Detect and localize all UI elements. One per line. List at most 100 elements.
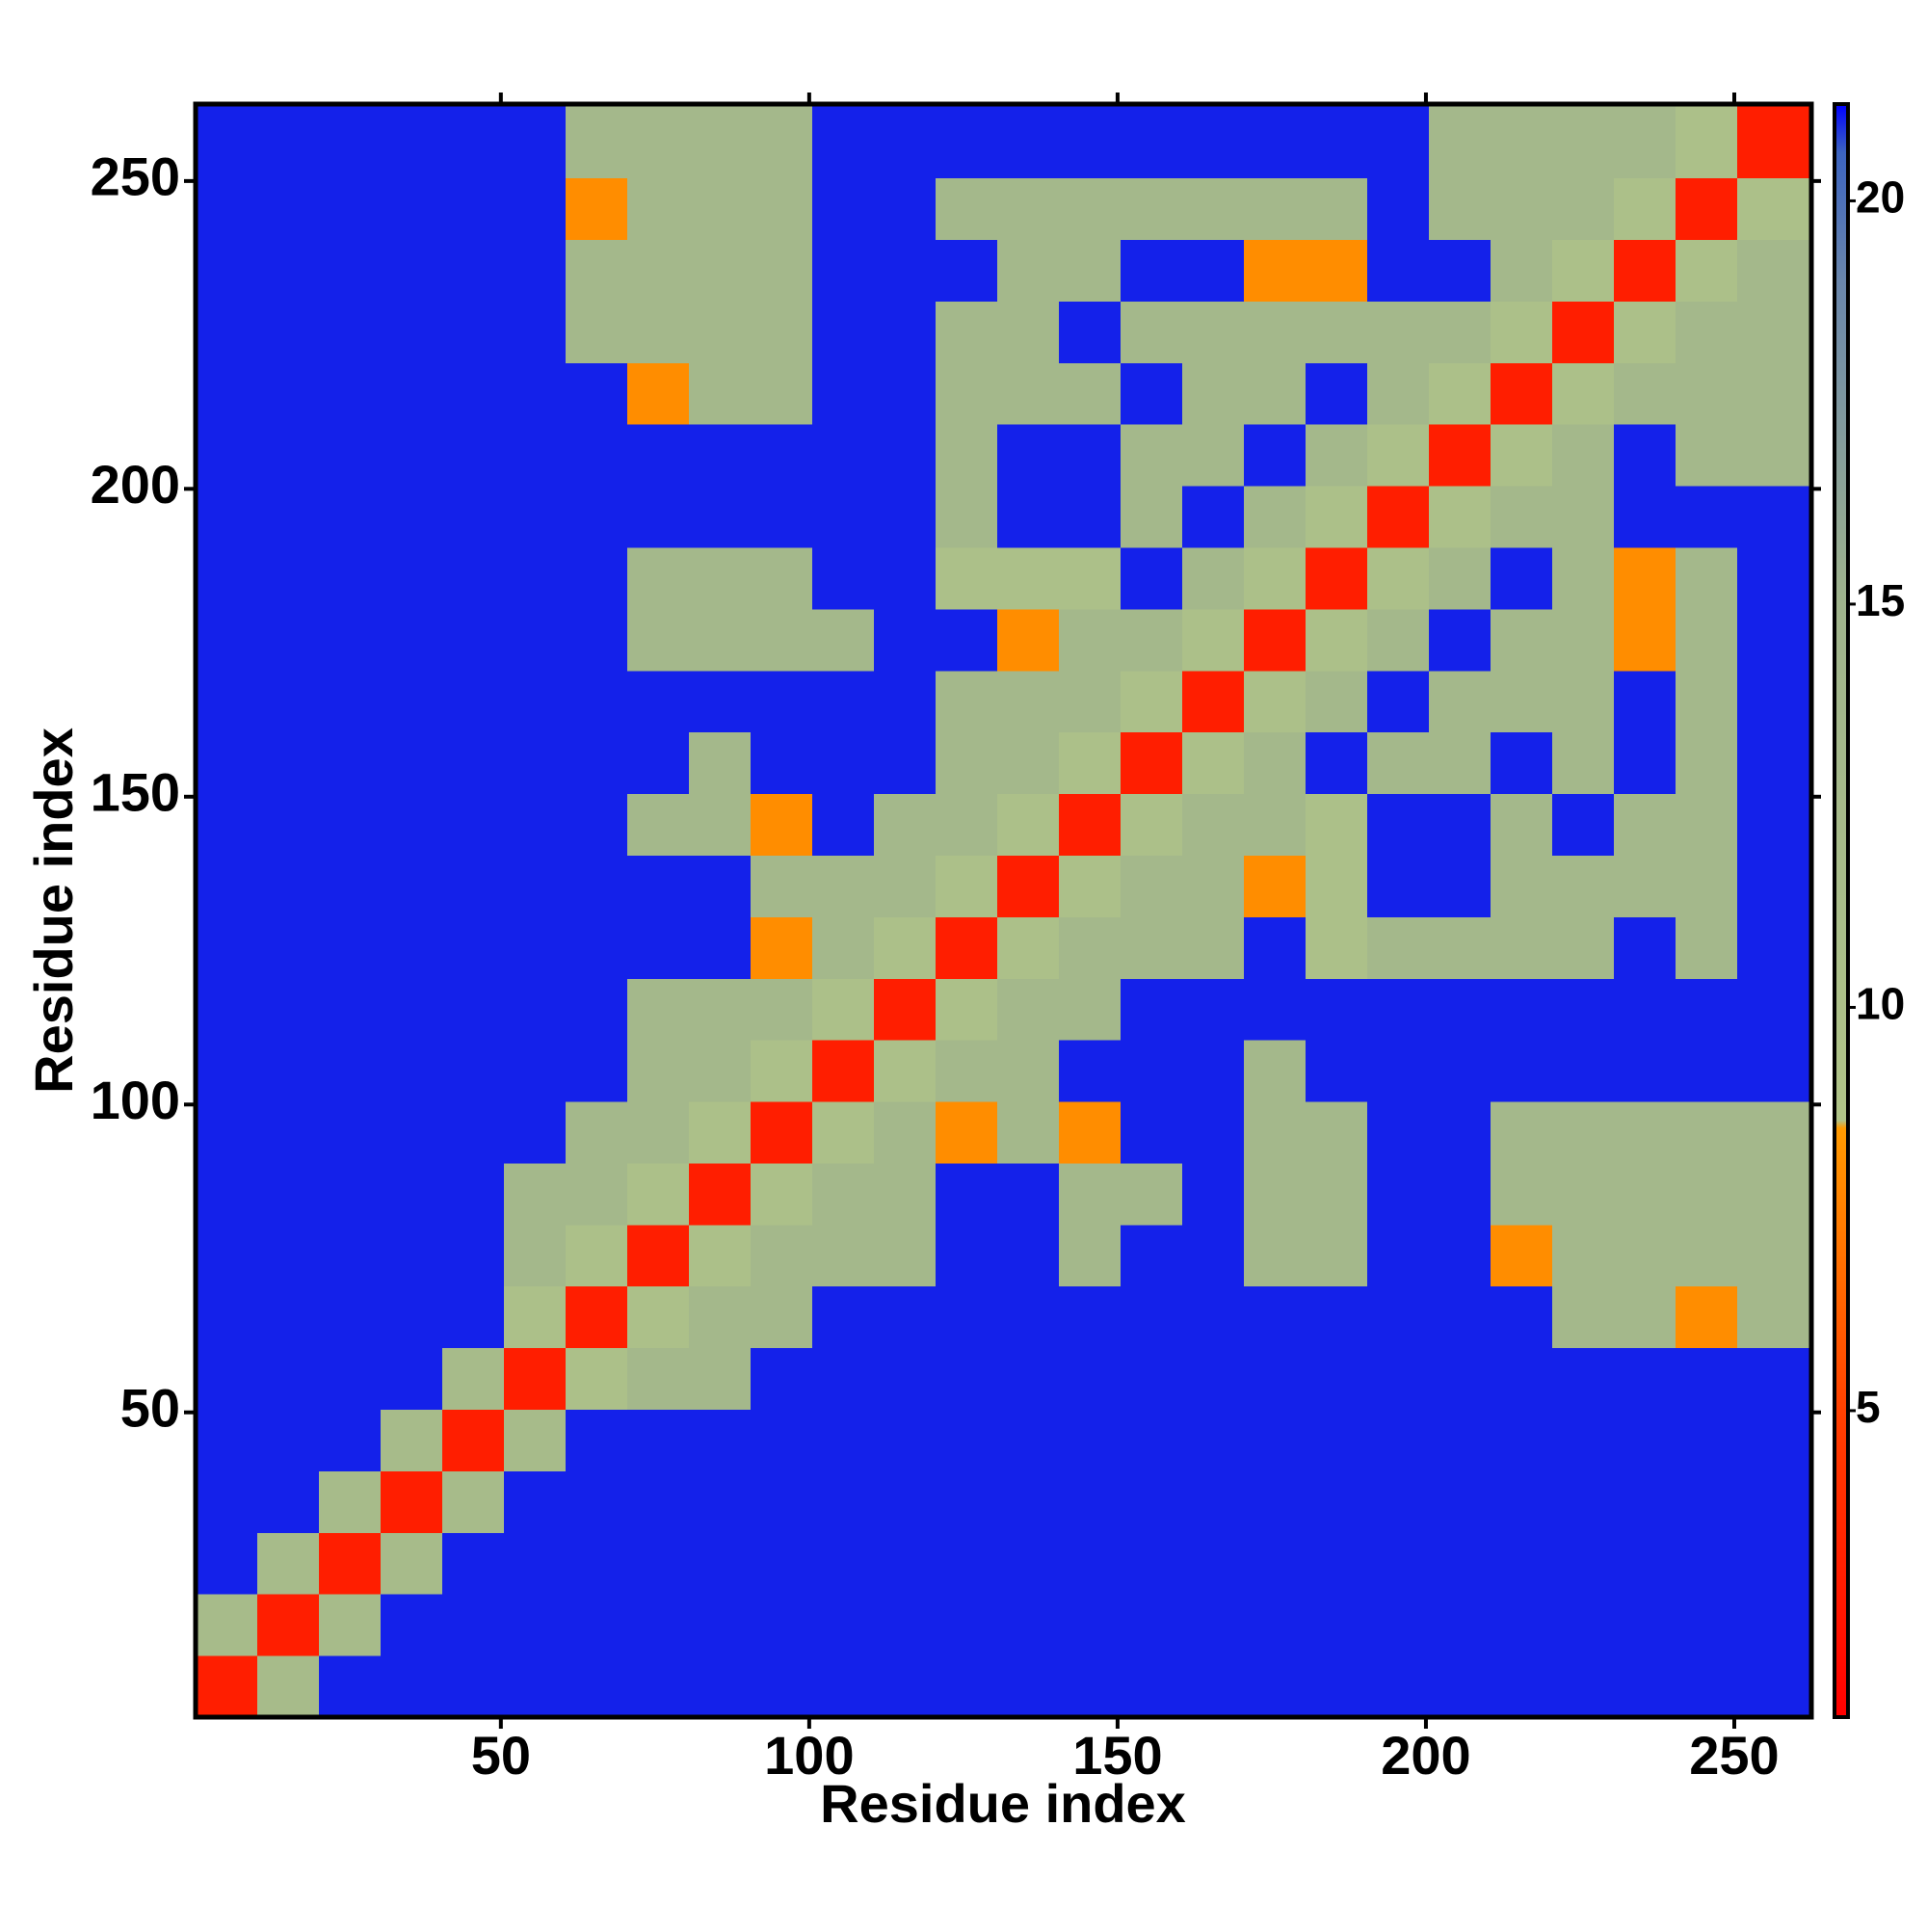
heatmap-cell	[381, 1655, 443, 1718]
heatmap-cell	[1121, 1101, 1183, 1164]
x-axis-label: Residue index	[820, 1773, 1186, 1834]
heatmap-cell	[381, 362, 443, 425]
heatmap-cell	[812, 1347, 875, 1411]
heatmap-cell	[566, 1532, 628, 1595]
heatmap-cell	[997, 239, 1060, 302]
heatmap-cell	[1182, 1409, 1245, 1471]
heatmap-cell	[196, 1594, 258, 1656]
heatmap-cell	[1614, 547, 1676, 610]
heatmap-cell	[319, 1101, 382, 1164]
heatmap-cell	[1737, 1532, 1812, 1595]
heatmap-cell	[1614, 177, 1676, 241]
heatmap-cell	[566, 1040, 628, 1102]
heatmap-cell	[936, 1347, 998, 1411]
heatmap-cell	[874, 1532, 937, 1595]
heatmap-cell	[1121, 104, 1183, 179]
heatmap-cell	[1121, 239, 1183, 302]
heatmap-cell	[627, 1532, 690, 1595]
heatmap-cell	[1244, 1162, 1307, 1226]
heatmap-cell	[442, 1470, 505, 1533]
heatmap-cell	[566, 239, 628, 302]
heatmap-cell	[1552, 793, 1615, 856]
heatmap-cell	[442, 1594, 505, 1656]
heatmap-cell	[689, 1532, 752, 1595]
heatmap-cell	[874, 1470, 937, 1533]
heatmap-cell	[1614, 1409, 1676, 1471]
heatmap-cell	[997, 916, 1060, 979]
heatmap-cell	[257, 486, 320, 548]
heatmap-cell	[442, 978, 505, 1041]
heatmap-cell	[627, 1101, 690, 1164]
heatmap-cell	[1676, 608, 1738, 672]
heatmap-cell	[566, 1224, 628, 1287]
heatmap-cells	[196, 104, 1812, 1718]
heatmap-cell	[751, 486, 813, 548]
heatmap-cell	[1737, 104, 1812, 179]
heatmap-cell	[196, 1655, 258, 1718]
heatmap-cell	[1491, 1040, 1553, 1102]
heatmap-cell	[257, 1347, 320, 1411]
heatmap-cell	[504, 1470, 567, 1533]
heatmap-cell	[1121, 670, 1183, 733]
heatmap-cell	[319, 1224, 382, 1287]
heatmap-cell	[196, 104, 258, 179]
heatmap-cell	[1367, 1224, 1430, 1287]
heatmap-cell	[1491, 1594, 1553, 1656]
heatmap-cell	[1429, 793, 1491, 856]
heatmap-cell	[627, 670, 690, 733]
heatmap-cell	[1059, 1594, 1122, 1656]
heatmap-cell	[1614, 1470, 1676, 1533]
heatmap-cell	[751, 1409, 813, 1471]
heatmap-cell	[1244, 1470, 1307, 1533]
heatmap-cell	[1059, 793, 1122, 856]
heatmap-cell	[997, 731, 1060, 795]
heatmap-cell	[1737, 301, 1812, 363]
heatmap-cell	[566, 793, 628, 856]
heatmap-cell	[751, 1347, 813, 1411]
heatmap-cell	[1121, 1655, 1183, 1718]
heatmap-cell	[1676, 486, 1738, 548]
heatmap-cell	[997, 793, 1060, 856]
heatmap-cell	[936, 1040, 998, 1102]
heatmap-cell	[319, 1285, 382, 1349]
heatmap-cell	[812, 608, 875, 672]
heatmap-cell	[1306, 916, 1368, 979]
heatmap-cell	[1491, 978, 1553, 1041]
heatmap-cell	[627, 486, 690, 548]
heatmap-cell	[196, 1470, 258, 1533]
heatmap-cell	[319, 608, 382, 672]
heatmap-cell	[812, 793, 875, 856]
heatmap-cell	[1121, 1285, 1183, 1349]
heatmap-cell	[874, 916, 937, 979]
heatmap-cell	[1059, 177, 1122, 241]
heatmap-cell	[874, 1101, 937, 1164]
heatmap-cell	[1244, 1347, 1307, 1411]
heatmap-cell	[751, 608, 813, 672]
heatmap-cell	[1737, 1162, 1812, 1226]
heatmap-cell	[936, 1224, 998, 1287]
colorbar-tick-label: 20	[1856, 172, 1905, 223]
heatmap-cell	[627, 104, 690, 179]
heatmap-cell	[1676, 301, 1738, 363]
heatmap-cell	[1182, 916, 1245, 979]
heatmap-cell	[504, 1224, 567, 1287]
heatmap-cell	[1429, 608, 1491, 672]
heatmap-cell	[1306, 104, 1368, 179]
heatmap-cell	[1306, 608, 1368, 672]
heatmap-cell	[1306, 547, 1368, 610]
heatmap-cell	[1182, 362, 1245, 425]
heatmap-cell	[874, 978, 937, 1041]
heatmap-cell	[196, 1347, 258, 1411]
heatmap-cell	[319, 916, 382, 979]
heatmap-cell	[1429, 1655, 1491, 1718]
heatmap-cell	[1059, 104, 1122, 179]
heatmap-cell	[381, 104, 443, 179]
heatmap-cell	[1737, 1101, 1812, 1164]
heatmap-cell	[1059, 424, 1122, 487]
heatmap-cell	[257, 1285, 320, 1349]
heatmap-cell	[1306, 177, 1368, 241]
y-axis-label: Residue index	[23, 728, 84, 1094]
heatmap-cell	[1614, 978, 1676, 1041]
heatmap-cell	[442, 239, 505, 302]
